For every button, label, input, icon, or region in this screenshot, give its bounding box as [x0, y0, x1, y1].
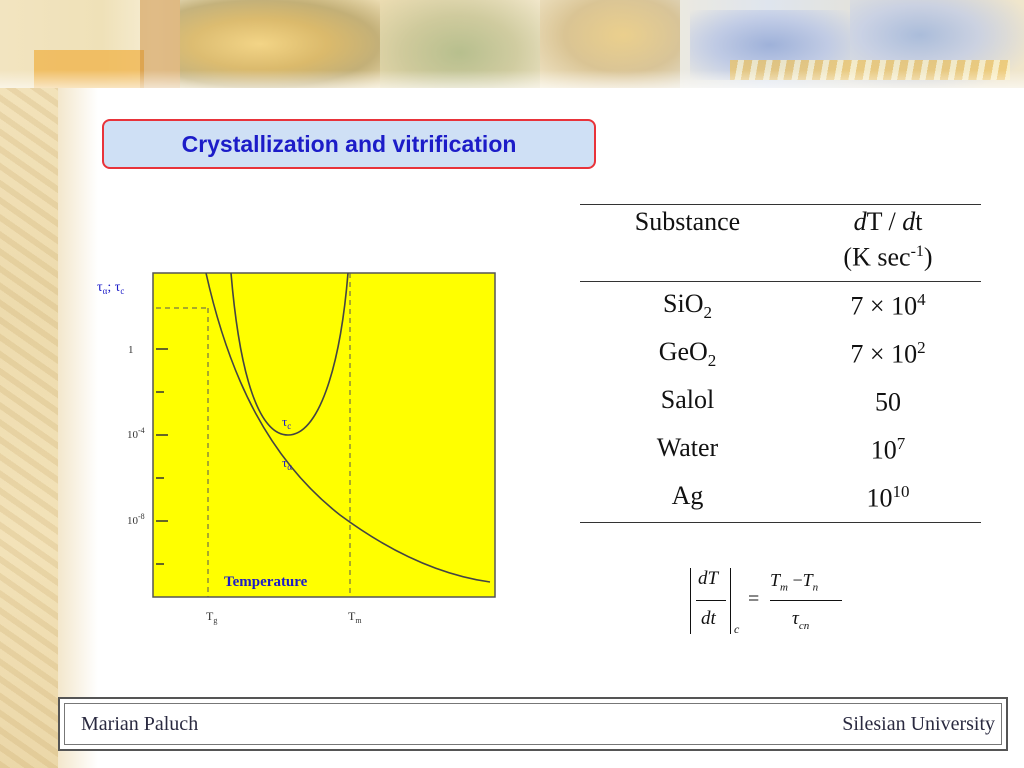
formula-fraction-line: [696, 600, 726, 601]
header-substance: Substance: [580, 204, 795, 282]
substance-cell: Water: [656, 432, 719, 462]
banner-fade: [0, 70, 1024, 88]
formula-rhs-numerator: Tm −Tn: [770, 570, 819, 594]
substance-cell: SiO2: [663, 288, 712, 322]
header-cooling-rate: dT / dt (K sec-1): [795, 204, 981, 282]
substance-cell: Salol: [660, 384, 715, 414]
left-decorative-strip: [0, 0, 58, 768]
table-row: Salol 50: [580, 378, 981, 426]
plot-area: [152, 272, 496, 598]
substance-cell: Ag: [580, 473, 795, 523]
substance-subscript: 2: [707, 350, 717, 370]
top-decorative-banner: [0, 0, 1024, 88]
guide-lines: [156, 273, 351, 597]
y-axis-label: τα; τc: [97, 280, 124, 296]
slide-title-box: Crystallization and vitrification: [102, 119, 596, 169]
slide-footer: Marian Paluch Silesian University: [58, 697, 1008, 751]
tau-alpha-label: τα: [282, 455, 292, 472]
table-row: GeO2 7 × 102: [580, 330, 981, 378]
table-header-row: Substance dT / dt (K sec-1): [580, 204, 981, 282]
relaxation-time-chart: τα; τc 1 10-4 10-8 τc τα Temperature Tg …: [97, 272, 496, 625]
rate-exponent: 10: [892, 481, 910, 501]
cooling-rate-cell: 7 × 102: [850, 337, 926, 369]
footer-inner: Marian Paluch Silesian University: [64, 703, 1002, 745]
tau-c-curve: [230, 272, 349, 436]
rate-exponent: 2: [917, 337, 926, 357]
slide-title: Crystallization and vitrification: [181, 130, 517, 157]
substance-subscript: 2: [703, 302, 712, 322]
formula-lhs-numerator: dT: [698, 568, 719, 589]
cooling-rate-cell: 1010: [795, 473, 981, 523]
substance-cell: GeO2: [658, 336, 717, 370]
cooling-rate-formula: dT dt c = Tm −Tn τcn: [688, 566, 858, 638]
formula-bar: [690, 568, 691, 634]
footer-institution: Silesian University: [842, 712, 995, 735]
tg-label: Tg: [206, 609, 217, 625]
rate-exponent: 7: [896, 433, 906, 453]
formula-equals: =: [748, 588, 760, 610]
tm-label: Tm: [348, 609, 362, 625]
cooling-rate-table: Substance dT / dt (K sec-1) SiO2 7 × 104 G…: [580, 204, 981, 523]
table-row: Ag 1010: [580, 473, 981, 523]
tau-c-label: τc: [282, 414, 291, 431]
y-ticks: [156, 348, 168, 565]
left-strip-fade: [58, 0, 98, 768]
formula-lhs-denominator: dt: [701, 608, 716, 629]
table-row: SiO2 7 × 104: [580, 281, 981, 330]
formula-lhs-subscript: c: [734, 622, 740, 636]
cooling-rate-cell: 50: [875, 387, 901, 417]
table-row: Water 107: [580, 426, 981, 474]
tau-alpha-curve: [205, 272, 491, 583]
cooling-rate-cell: 7 × 104: [850, 289, 926, 321]
cooling-rate-cell: 107: [870, 433, 906, 465]
formula-rhs-denominator: τcn: [792, 608, 810, 632]
rate-exponent: 4: [917, 289, 926, 309]
formula-fraction-line: [770, 600, 842, 601]
y-tick-label: 10-8: [127, 512, 145, 527]
y-tick-labels: 1 10-4 10-8: [127, 344, 145, 527]
formula-bar: [730, 568, 731, 634]
y-tick-label: 10-4: [127, 426, 145, 441]
footer-author: Marian Paluch: [81, 712, 199, 735]
temperature-label: Temperature: [224, 574, 308, 590]
y-tick-label: 1: [128, 344, 134, 356]
